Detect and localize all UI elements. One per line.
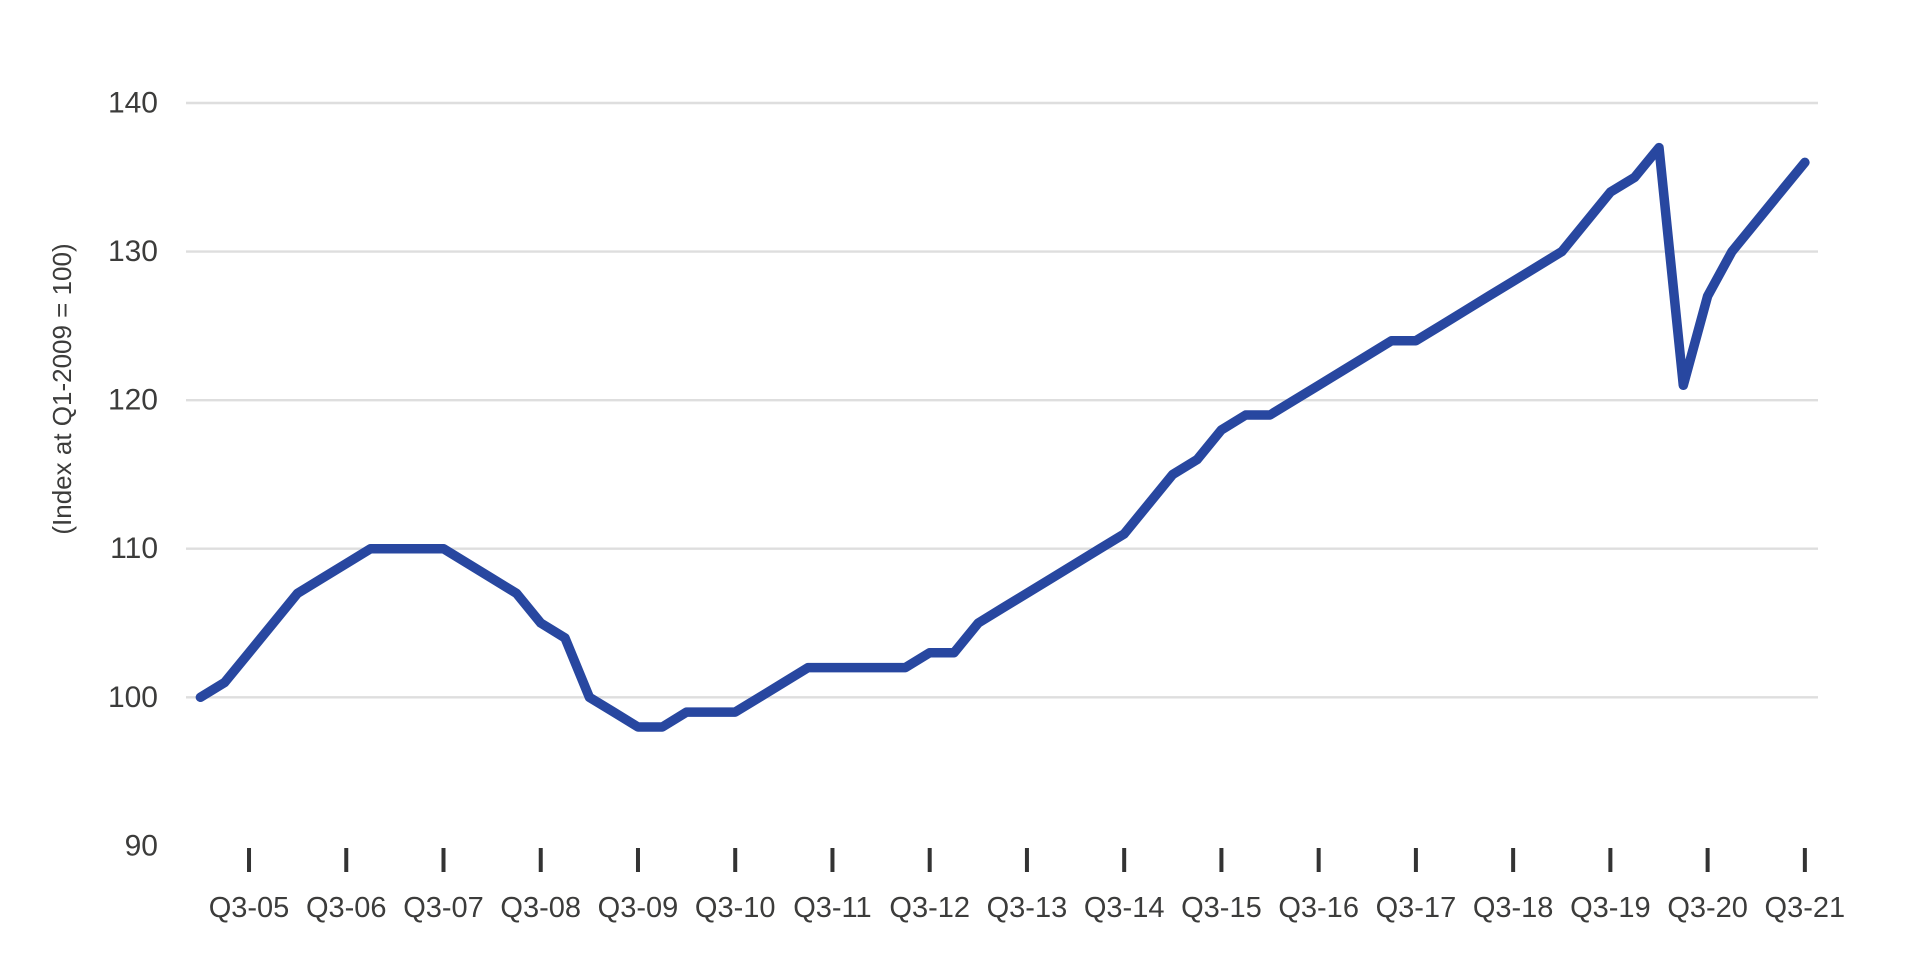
y-axis-title: (Index at Q1-2009 = 100): [47, 243, 77, 535]
x-tick-label-Q3-16: Q3-16: [1278, 892, 1359, 924]
x-tick-label-Q3-05: Q3-05: [209, 892, 290, 924]
x-tick-label-Q3-18: Q3-18: [1473, 892, 1554, 924]
x-tick-label-Q3-19: Q3-19: [1570, 892, 1651, 924]
x-tick-label-Q3-11: Q3-11: [793, 892, 871, 924]
x-tick-label-Q3-20: Q3-20: [1667, 892, 1748, 924]
x-tick-label-Q3-21: Q3-21: [1765, 892, 1846, 924]
y-tick-label-100: 100: [108, 681, 158, 714]
x-tick-label-Q3-08: Q3-08: [500, 892, 581, 924]
y-tick-label-90: 90: [125, 829, 158, 862]
x-tick-label-Q3-15: Q3-15: [1181, 892, 1262, 924]
x-tick-label-Q3-13: Q3-13: [987, 892, 1068, 924]
x-tick-label-Q3-14: Q3-14: [1084, 892, 1165, 924]
y-tick-label-120: 120: [108, 384, 158, 417]
x-tick-label-Q3-10: Q3-10: [695, 892, 776, 924]
x-axis-ticks: [247, 848, 1807, 872]
gridlines-group: [186, 101, 1818, 699]
x-tick-label-Q3-09: Q3-09: [598, 892, 679, 924]
y-tick-label-140: 140: [108, 87, 158, 120]
x-tick-label-Q3-17: Q3-17: [1376, 892, 1457, 924]
x-axis-labels: Q3-05 Q3-06 Q3-07 Q3-08 Q3-09 Q3-10 Q3-11 Q3-12…: [209, 892, 1845, 924]
y-tick-label-130: 130: [108, 235, 158, 268]
x-tick-label-Q3-12: Q3-12: [889, 892, 970, 924]
x-tick-label-Q3-07: Q3-07: [403, 892, 484, 924]
y-tick-label-110: 110: [110, 532, 158, 565]
data-series-line: [195, 142, 1810, 732]
x-tick-label-Q3-06: Q3-06: [306, 892, 387, 924]
y-axis-labels: 90 100 110 120 130 140: [108, 87, 158, 863]
